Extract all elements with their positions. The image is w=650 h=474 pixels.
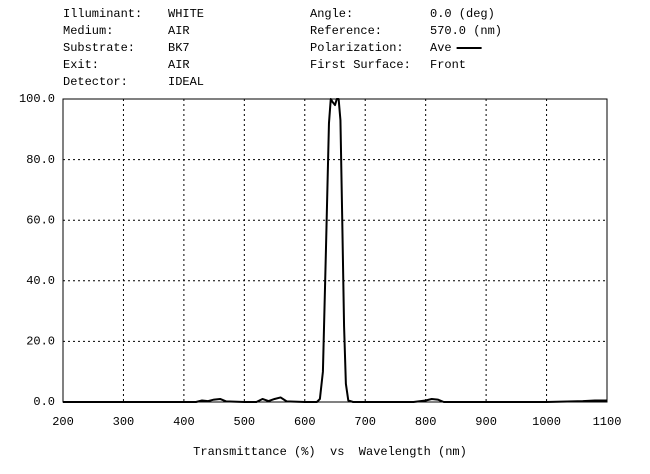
x-tick-label: 1100 (593, 415, 622, 429)
param-label: Exit: (63, 58, 99, 72)
x-tick-label: 300 (113, 415, 135, 429)
param-label: Illuminant: (63, 7, 142, 21)
param-value: BK7 (168, 41, 190, 55)
param-label: Substrate: (63, 41, 135, 55)
param-value: Front (430, 58, 466, 72)
x-tick-label: 600 (294, 415, 316, 429)
param-label: First Surface: (310, 58, 411, 72)
x-tick-label: 200 (52, 415, 74, 429)
y-tick-label: 0.0 (33, 395, 55, 409)
param-value: AIR (168, 24, 190, 38)
param-value: 570.0 (nm) (430, 24, 502, 38)
x-tick-label: 1000 (532, 415, 561, 429)
param-value: WHITE (168, 7, 204, 21)
y-tick-label: 20.0 (26, 335, 55, 349)
param-value: AIR (168, 58, 190, 72)
x-tick-label: 400 (173, 415, 195, 429)
param-value: IDEAL (168, 75, 204, 89)
y-tick-label: 60.0 (26, 213, 55, 227)
param-label: Reference: (310, 24, 382, 38)
param-label: Detector: (63, 75, 128, 89)
x-tick-label: 900 (475, 415, 497, 429)
data-line (63, 98, 607, 403)
plot-frame (62, 98, 608, 403)
x-tick-label: 500 (234, 415, 256, 429)
param-label: Polarization: (310, 41, 404, 55)
x-tick-label: 700 (354, 415, 376, 429)
param-label: Medium: (63, 24, 113, 38)
param-value: 0.0 (deg) (430, 7, 495, 21)
param-value: Ave (430, 41, 452, 55)
x-tick-label: 800 (415, 415, 437, 429)
y-tick-label: 80.0 (26, 153, 55, 167)
x-axis-label: Transmittance (%) vs Wavelength (nm) (193, 445, 467, 459)
param-label: Angle: (310, 7, 353, 21)
y-tick-label: 40.0 (26, 274, 55, 288)
y-tick-label: 100.0 (19, 92, 55, 106)
